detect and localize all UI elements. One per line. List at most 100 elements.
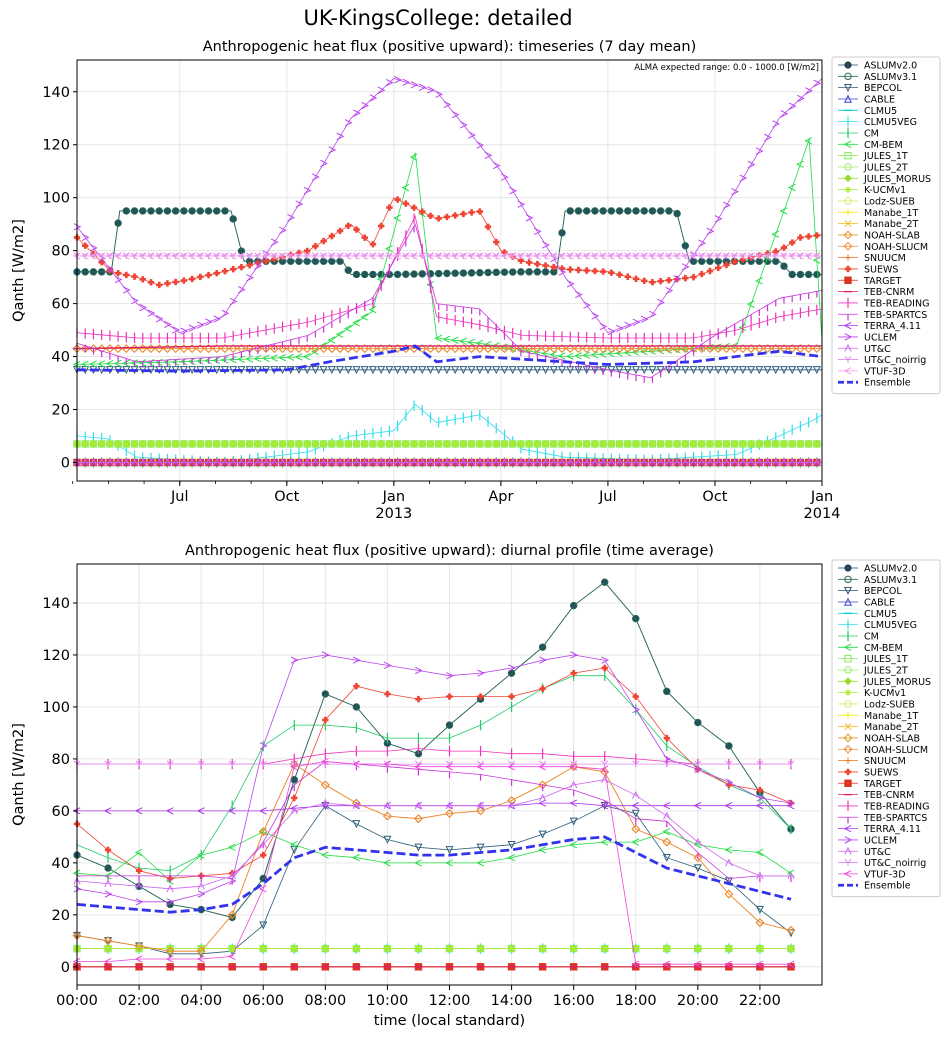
point-bepcol <box>414 843 423 852</box>
legend-label-clmu5veg: CLMU5VEG <box>864 117 917 128</box>
point-noah-slucm <box>327 344 337 354</box>
point-uclem <box>570 651 578 659</box>
point-vtuf-3d <box>352 252 360 260</box>
point-terra-4-11 <box>662 802 671 810</box>
point-noah-slucm <box>713 344 723 354</box>
diurnal-chart: Anthropogenic heat flux (positive upward… <box>11 543 941 1029</box>
point-uclem <box>542 241 550 249</box>
point-k-ucmv1 <box>508 945 515 952</box>
legend-marker-ut-c <box>844 846 852 855</box>
point-cm-bem <box>590 351 599 359</box>
point-cm-bem <box>327 336 336 344</box>
point-cm-bem <box>549 351 558 359</box>
point-vtuf-3d <box>467 252 476 260</box>
point-suews <box>386 204 393 211</box>
point-suews <box>156 281 163 289</box>
point-aslumv3-1 <box>139 207 147 215</box>
point-uclem <box>135 898 144 906</box>
point-uclem <box>665 286 674 295</box>
point-cm-bem <box>228 355 237 364</box>
legend-label-vtuf-3d: VTUF-3D <box>864 869 906 880</box>
point-bepcol <box>541 366 550 375</box>
point-bepcol <box>352 820 361 829</box>
point-k-ucmv1 <box>172 440 179 448</box>
point-k-ucmv1 <box>197 945 205 952</box>
point-vtuf-3d <box>204 252 212 260</box>
point-vtuf-3d <box>72 957 81 966</box>
point-aslumv3-1 <box>569 601 578 610</box>
point-vtuf-3d <box>491 252 500 260</box>
point-noah-slucm <box>672 344 682 354</box>
point-vtuf-3d <box>72 252 81 260</box>
point-suews <box>657 277 664 285</box>
point-uclem <box>550 254 559 263</box>
point-bepcol <box>697 366 706 375</box>
legend-marker-manabe-2t <box>844 220 852 228</box>
x-tick-label: 08:00 <box>304 993 346 1009</box>
point-k-ucmv1 <box>780 440 788 448</box>
point-k-ucmv1 <box>246 440 253 448</box>
point-cm-bem <box>138 359 147 367</box>
point-k-ucmv1 <box>663 945 670 952</box>
point-suews <box>813 232 821 239</box>
point-suews <box>649 279 656 286</box>
x-tick-label: 20:00 <box>677 993 719 1009</box>
range-annotation: ALMA expected range: 0.0 - 1000.0 [W/m2] <box>634 63 819 73</box>
point-vtuf-3d <box>524 252 533 260</box>
x-axis-label: time (local standard) <box>374 1013 525 1029</box>
point-aslumv3-1 <box>130 207 139 215</box>
x-tick-label: Jan <box>382 489 405 505</box>
point-k-ucmv1 <box>632 945 639 952</box>
legend-marker-vtuf-3d <box>843 870 852 878</box>
point-aslumv3-1 <box>566 207 574 215</box>
point-bepcol <box>475 366 484 375</box>
legend-label-teb-reading: TEB-READING <box>863 298 929 309</box>
legend-label-manabe-1t: Manabe_1T <box>864 711 919 722</box>
point-suews <box>213 269 220 277</box>
point-bepcol <box>360 366 369 375</box>
point-noah-slucm <box>590 344 600 354</box>
point-suews <box>328 232 336 240</box>
point-ut-c <box>311 458 320 466</box>
point-k-ucmv1 <box>197 440 204 448</box>
legend-marker-uclem <box>844 333 853 341</box>
point-aslumv3-1 <box>451 269 459 277</box>
point-suews <box>731 258 738 266</box>
point-uclem <box>591 312 600 320</box>
point-bepcol <box>623 366 632 375</box>
point-ut-c <box>104 879 112 888</box>
point-cm-bem <box>278 353 286 362</box>
point-noah-slucm <box>664 344 674 354</box>
point-aslumv3-1 <box>402 270 410 278</box>
point-vtuf-3d <box>804 252 813 260</box>
point-cm-bem <box>212 356 221 364</box>
point-bepcol <box>714 366 723 375</box>
point-ut-c <box>725 858 733 867</box>
legend-label-target: TARGET <box>863 276 902 287</box>
point-bepcol <box>507 840 516 849</box>
point-ut-c <box>262 458 270 466</box>
point-uclem <box>295 200 304 208</box>
point-bepcol <box>188 366 197 375</box>
point-cm-bem <box>385 244 393 253</box>
point-suews <box>82 242 89 249</box>
point-suews <box>135 867 143 874</box>
point-aslumv3-1 <box>171 207 180 215</box>
point-k-ucmv1 <box>550 440 557 448</box>
point-vtuf-3d <box>639 252 648 260</box>
point-noah-slucm <box>693 853 703 863</box>
y-tick-label: 20 <box>52 403 70 419</box>
point-cm-bem <box>796 160 804 168</box>
point-bepcol <box>385 366 394 375</box>
point-bepcol <box>327 366 336 375</box>
point-uclem <box>73 885 82 893</box>
point-ut-c <box>352 458 361 466</box>
point-vtuf-3d <box>80 252 89 260</box>
point-suews <box>756 786 764 794</box>
point-ut-c <box>632 790 640 799</box>
point-k-ucmv1 <box>484 440 492 448</box>
point-vtuf-3d <box>134 955 143 963</box>
point-noah-slucm <box>598 344 608 354</box>
point-noah-slucm <box>368 344 378 354</box>
point-noah-slucm <box>187 344 197 354</box>
